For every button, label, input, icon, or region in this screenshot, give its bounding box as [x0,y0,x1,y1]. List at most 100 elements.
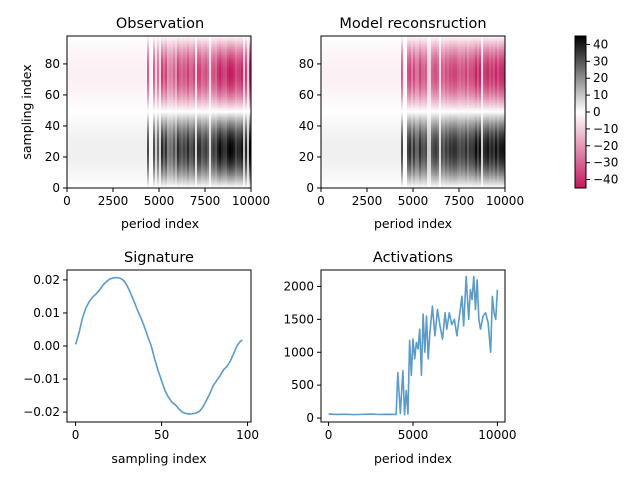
heatmap-cell [81,166,84,169]
heatmap-cell [137,124,140,127]
heatmap-cell [103,175,106,178]
heatmap-cell [93,118,96,121]
heatmap-cell [139,152,142,155]
heatmap-cell [137,53,140,56]
heatmap-cell [109,40,112,43]
heatmap-cell [143,144,146,147]
heatmap-cell [69,172,72,175]
heatmap-cell [83,45,86,48]
heatmap-cell [143,178,146,181]
heatmap-cell [139,164,142,167]
heatmap-cell [97,73,100,76]
heatmap-cell [71,59,74,62]
heatmap-cell [67,184,70,187]
heatmap-cell [67,161,70,164]
heatmap-cell [155,175,158,178]
heatmap-cell [129,96,132,99]
heatmap-cell [147,101,150,104]
heatmap-cell [131,172,134,175]
heatmap-cell [87,138,90,141]
heatmap-cell [99,85,102,88]
heatmap-cell [123,36,126,38]
heatmap-cell [165,39,168,42]
heatmap-cell [107,139,110,142]
heatmap-cell [123,116,126,119]
heatmap-cell [99,36,102,38]
heatmap-cell [161,161,164,164]
heatmap-cell [141,130,144,133]
heatmap-cell [139,99,142,102]
heatmap-cell [79,63,82,66]
heatmap-cell [67,122,70,125]
heatmap-cell [167,77,170,80]
heatmap-cell [109,139,112,142]
heatmap-cell [131,112,134,114]
heatmap-cell [75,133,78,136]
heatmap-cell [101,138,104,141]
heatmap-cell [165,59,168,62]
heatmap-cell [159,178,162,181]
heatmap-cell [161,150,164,153]
heatmap-cell [117,186,120,188]
heatmap-cell [77,85,80,88]
heatmap-cell [107,107,110,110]
heatmap-cell [79,155,82,158]
heatmap-cell [101,57,104,60]
heatmap-cell [79,132,82,135]
heatmap-cell [111,141,114,144]
heatmap-cell [159,184,162,187]
heatmap-cell [153,184,156,187]
heatmap-cell [117,170,120,173]
heatmap-cell [119,43,122,46]
heatmap-cell [149,121,152,124]
heatmap-cell [111,62,114,65]
heatmap-cell [75,68,78,71]
heatmap-cell [85,158,88,161]
heatmap-cell [93,110,96,113]
heatmap-cell [83,57,86,60]
heatmap-cell [95,146,98,149]
heatmap-cell [165,40,168,43]
heatmap-cell [67,42,70,45]
heatmap-cell [163,80,166,83]
heatmap-cell [137,181,140,184]
heatmap-cell [67,116,70,119]
heatmap-cell [115,116,118,119]
heatmap-cell [77,77,80,80]
heatmap-cell [161,110,164,113]
heatmap-cell [113,37,116,40]
heatmap-cell [105,174,108,176]
heatmap-cell [101,60,104,63]
heatmap-cell [147,73,150,76]
heatmap-cell [97,161,100,164]
heatmap-cell [115,102,118,105]
heatmap-cell [165,175,168,178]
heatmap-cell [107,46,110,49]
heatmap-cell [73,42,76,45]
heatmap-cell [145,99,148,102]
heatmap-cell [129,161,132,164]
heatmap-cell [133,57,136,60]
heatmap-cell [105,96,108,99]
heatmap-cell [125,74,128,77]
heatmap-cell [123,113,126,116]
heatmap-cell [123,147,126,150]
heatmap-cell [151,156,154,159]
heatmap-cell [147,180,150,183]
heatmap-cell [69,68,72,71]
heatmap-cell [109,101,112,104]
heatmap-cell [143,166,146,169]
heatmap-cell [97,62,100,65]
heatmap-cell [151,71,154,74]
heatmap-cell [121,180,124,183]
heatmap-cell [155,57,158,60]
heatmap-cell [97,57,100,60]
heatmap-cell [115,160,118,163]
heatmap-cell [95,45,98,48]
heatmap-cell [95,88,98,91]
heatmap-cell [139,125,142,128]
heatmap-cell [133,80,136,83]
heatmap-cell [119,112,122,114]
heatmap-cell [93,156,96,159]
heatmap-cell [91,163,94,166]
